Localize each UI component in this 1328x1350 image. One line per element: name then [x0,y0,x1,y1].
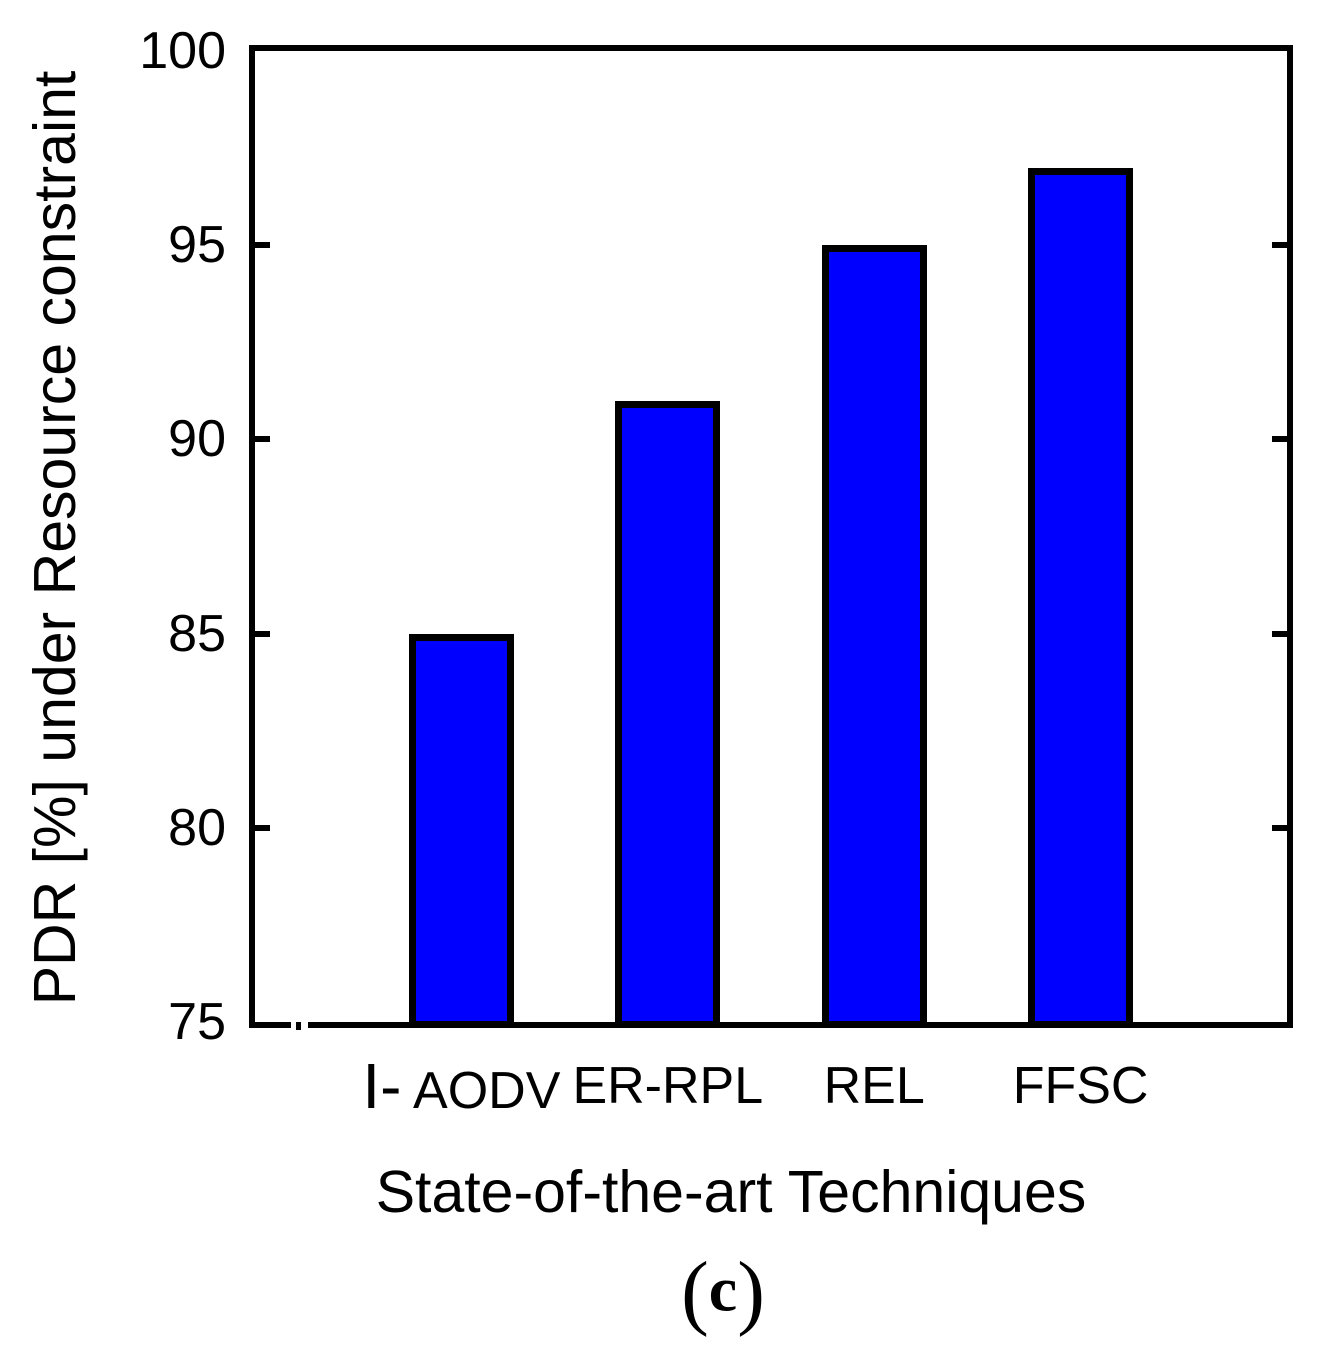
x-tick-label-prefix: I- [362,1050,402,1122]
figure-caption: (c) [681,1245,765,1337]
y-tick-right-85 [1272,630,1287,637]
y-tick-right-95 [1272,242,1287,249]
plot-inner [255,51,1287,1028]
bar-rel [821,245,927,1028]
y-tick-label-85: 85 [168,604,226,663]
x-tick-label-er-rpl: ER-RPL [572,1057,764,1115]
caption-paren-open: ( [681,1245,709,1337]
y-tick-labels: 75 80 85 90 95 100 [0,0,226,1350]
x-tick-label-ffsc: FFSC [1012,1057,1149,1115]
y-tick-label-90: 90 [168,410,226,469]
y-tick-right-80 [1272,824,1287,831]
plot-area [249,45,1293,1028]
y-tick-label-100: 100 [139,22,226,80]
x-axis-label: State-of-the-art Techniques [375,1159,1087,1225]
caption-paren-close: ) [737,1245,765,1337]
x-tick-label-i-aodv: I- AODV [362,1050,561,1122]
y-tick-left-80 [255,824,270,831]
bar-er-rpl [615,400,721,1028]
y-tick-label-75: 75 [168,993,226,1051]
bar-i-aodv [408,633,514,1028]
y-tick-left-90 [255,436,270,443]
y-tick-label-80: 80 [168,798,226,857]
y-tick-label-95: 95 [168,216,226,275]
y-tick-left-95 [255,242,270,249]
axis-break-tick [296,1022,301,1030]
y-tick-left-85 [255,630,270,637]
y-tick-right-90 [1272,436,1287,443]
bar-ffsc [1028,167,1134,1028]
x-tick-label-rel: REL [823,1057,925,1115]
